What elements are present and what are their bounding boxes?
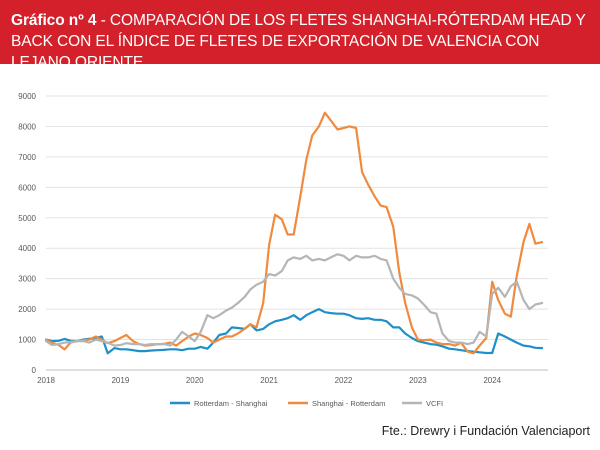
y-tick-label: 9000: [18, 92, 36, 101]
x-tick-label: 2018: [37, 376, 55, 385]
y-tick-label: 7000: [18, 153, 36, 162]
legend-label: Shanghai - Rotterdam: [312, 399, 385, 408]
source-note: Fte.: Drewry i Fundación Valenciaport: [381, 424, 590, 438]
y-tick-label: 3000: [18, 275, 36, 284]
legend-label: VCFI: [426, 399, 443, 408]
chart-title: Gráfico nº 4 - COMPARACIÓN DE LOS FLETES…: [11, 10, 591, 73]
y-tick-label: 0: [32, 366, 37, 375]
series-line-1: [44, 111, 544, 355]
y-tick-label: 6000: [18, 183, 36, 192]
chart-area: 0 1000 2000 3000 4000 5000 6000 7000 8000 9000 201…: [0, 64, 600, 420]
x-tick-label: 2020: [186, 376, 204, 385]
x-tick-label: 2022: [335, 376, 353, 385]
series-line-0: [44, 308, 544, 355]
y-tick-label: 5000: [18, 214, 36, 223]
title-banner: Gráfico nº 4 - COMPARACIÓN DE LOS FLETES…: [0, 0, 600, 71]
x-tick-label: 2024: [483, 376, 501, 385]
y-tick-label: 8000: [18, 122, 36, 131]
y-tick-label: 4000: [18, 244, 36, 253]
y-tick-label: 2000: [18, 305, 36, 314]
legend-label: Rotterdam - Shanghai: [194, 399, 268, 408]
x-tick-label: 2023: [409, 376, 427, 385]
chart-title-rest: - COMPARACIÓN DE LOS FLETES SHANGHAI-RÓT…: [11, 12, 586, 71]
line-chart: 0 1000 2000 3000 4000 5000 6000 7000 8000 9000 201…: [18, 92, 548, 408]
series-line-2: [44, 253, 544, 347]
y-tick-label: 1000: [18, 336, 36, 345]
x-tick-label: 2019: [111, 376, 129, 385]
chart-title-bold: Gráfico nº 4: [11, 12, 97, 29]
x-tick-label: 2021: [260, 376, 278, 385]
